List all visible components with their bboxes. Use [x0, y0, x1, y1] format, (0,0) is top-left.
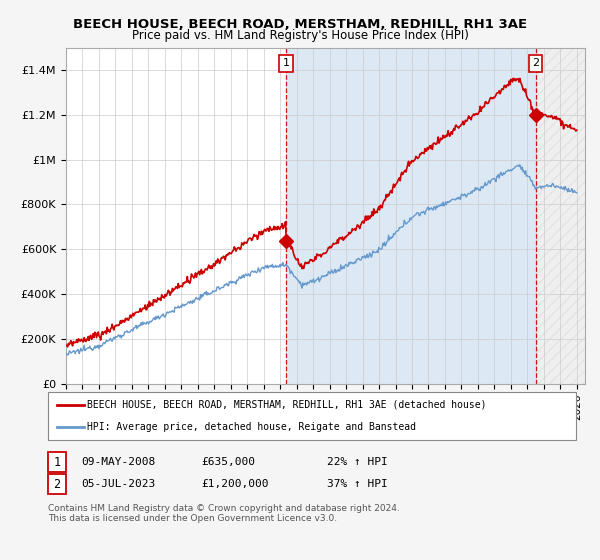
- Text: 2: 2: [532, 58, 539, 68]
- Text: 22% ↑ HPI: 22% ↑ HPI: [327, 457, 388, 467]
- Text: 2: 2: [53, 478, 61, 491]
- Text: HPI: Average price, detached house, Reigate and Banstead: HPI: Average price, detached house, Reig…: [87, 422, 416, 432]
- Bar: [536, 48, 585, 384]
- Text: 37% ↑ HPI: 37% ↑ HPI: [327, 479, 388, 489]
- Text: £635,000: £635,000: [201, 457, 255, 467]
- Text: 1: 1: [53, 455, 61, 469]
- Text: Price paid vs. HM Land Registry's House Price Index (HPI): Price paid vs. HM Land Registry's House …: [131, 29, 469, 42]
- Bar: [536, 48, 585, 384]
- Text: 09-MAY-2008: 09-MAY-2008: [81, 457, 155, 467]
- Text: BEECH HOUSE, BEECH ROAD, MERSTHAM, REDHILL, RH1 3AE: BEECH HOUSE, BEECH ROAD, MERSTHAM, REDHI…: [73, 18, 527, 31]
- Bar: [286, 48, 536, 384]
- Text: £1,200,000: £1,200,000: [201, 479, 269, 489]
- Text: 05-JUL-2023: 05-JUL-2023: [81, 479, 155, 489]
- Text: BEECH HOUSE, BEECH ROAD, MERSTHAM, REDHILL, RH1 3AE (detached house): BEECH HOUSE, BEECH ROAD, MERSTHAM, REDHI…: [87, 400, 487, 410]
- Text: 1: 1: [283, 58, 290, 68]
- Text: Contains HM Land Registry data © Crown copyright and database right 2024.
This d: Contains HM Land Registry data © Crown c…: [48, 504, 400, 524]
